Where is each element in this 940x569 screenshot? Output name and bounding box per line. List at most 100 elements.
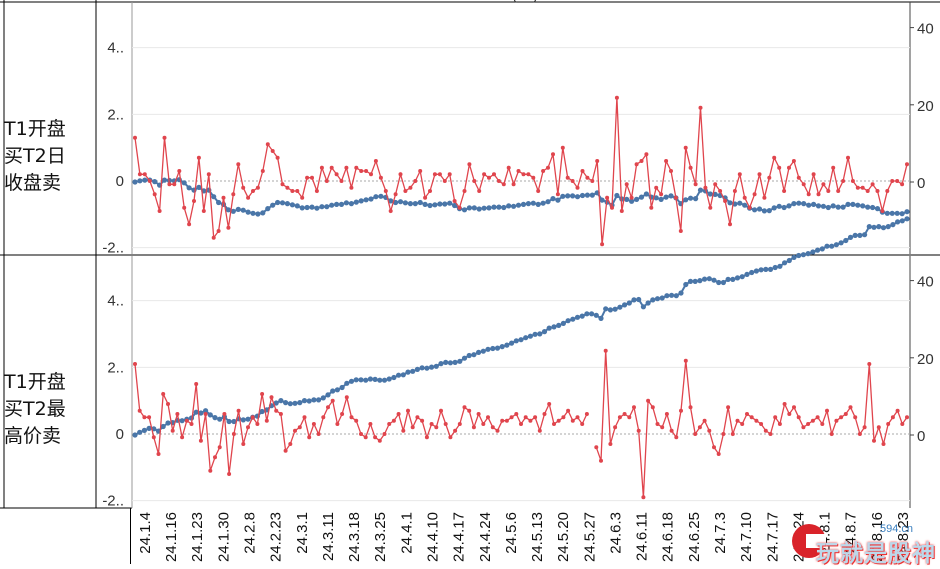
daily-point xyxy=(787,165,791,170)
daily-point xyxy=(206,172,211,177)
daily-point xyxy=(359,432,363,436)
daily-point xyxy=(560,145,565,150)
daily-point xyxy=(747,205,752,210)
daily-point xyxy=(368,422,373,426)
cumulative-point xyxy=(480,348,486,354)
x-tick-label: 24.4.1 xyxy=(398,512,415,554)
daily-point xyxy=(170,428,175,433)
cumulative-point xyxy=(678,290,684,296)
daily-point xyxy=(880,209,885,213)
row-label-high-line-1: T1开盘 xyxy=(4,371,66,393)
cumulative-point xyxy=(650,297,656,303)
daily-point xyxy=(226,225,231,230)
cumulative-point xyxy=(541,329,548,335)
daily-point xyxy=(471,425,476,430)
daily-point xyxy=(841,179,846,183)
row-label-close-line-1: T1开盘 xyxy=(4,118,66,140)
cumulative-point xyxy=(786,257,792,264)
daily-point xyxy=(152,192,157,197)
cumulative-point xyxy=(852,232,858,238)
cumulative-point xyxy=(198,410,204,416)
daily-point xyxy=(189,422,194,426)
x-tick-label: 24.1.30 xyxy=(215,512,232,562)
cumulative-point xyxy=(829,243,835,249)
x-tick-label: 24.6.18 xyxy=(660,512,677,562)
cumulative-point xyxy=(855,202,861,208)
cumulative-point xyxy=(673,293,679,299)
cumulative-point xyxy=(388,198,394,204)
daily-point xyxy=(641,495,646,500)
cumulative-point xyxy=(301,398,308,404)
daily-point xyxy=(728,222,732,227)
daily-point xyxy=(762,195,767,200)
cumulative-point xyxy=(207,412,213,418)
daily-point xyxy=(472,179,477,183)
cumulative-point xyxy=(565,193,571,199)
daily-point xyxy=(265,142,270,147)
cumulative-point xyxy=(603,306,609,312)
cumulative-point xyxy=(833,242,840,248)
cumulative-point xyxy=(669,292,675,298)
cumulative-point xyxy=(306,398,312,404)
daily-point xyxy=(806,192,811,197)
daily-point xyxy=(142,415,147,420)
cumulative-point xyxy=(629,198,635,204)
daily-point xyxy=(839,415,844,420)
cumulative-point xyxy=(515,202,522,208)
daily-point xyxy=(373,435,378,440)
daily-point xyxy=(890,179,895,183)
x-tick-label: 24.5.27 xyxy=(581,512,598,562)
daily-point xyxy=(196,155,201,160)
cumulative-point xyxy=(377,377,383,383)
daily-point xyxy=(575,185,580,190)
cumulative-point xyxy=(339,384,345,391)
cumulative-point xyxy=(344,380,350,386)
daily-point xyxy=(590,179,595,183)
daily-point xyxy=(278,412,283,416)
daily-point xyxy=(302,415,307,420)
daily-point xyxy=(552,422,556,426)
daily-point xyxy=(311,422,316,426)
x-tick-label: 24.7.3 xyxy=(712,512,729,554)
daily-point xyxy=(307,435,312,440)
daily-point xyxy=(319,165,324,170)
daily-point xyxy=(664,159,669,163)
daily-point xyxy=(846,155,850,160)
cumulative-point xyxy=(885,224,891,230)
daily-point xyxy=(297,425,302,430)
daily-point xyxy=(848,405,853,410)
cumulative-point xyxy=(870,204,876,211)
daily-point xyxy=(250,415,255,420)
cumulative-point xyxy=(658,196,664,202)
cumulative-point xyxy=(702,276,708,282)
cumulative-point xyxy=(432,202,438,208)
daily-point xyxy=(595,159,600,163)
cumulative-point xyxy=(494,345,501,351)
daily-point xyxy=(867,362,872,366)
cumulative-point xyxy=(593,312,599,318)
x-tick-label: 24.5.13 xyxy=(529,512,546,562)
daily-point xyxy=(541,169,546,173)
daily-point xyxy=(310,175,314,180)
cumulative-point xyxy=(843,237,849,244)
cumulative-point xyxy=(160,423,166,430)
daily-point xyxy=(768,432,773,436)
daily-point xyxy=(166,402,170,406)
cumulative-point xyxy=(146,425,152,431)
left-tick-label: 4.. xyxy=(107,40,124,57)
daily-point xyxy=(373,159,378,163)
cumulative-point xyxy=(758,267,764,273)
daily-point xyxy=(639,159,644,163)
daily-point xyxy=(872,438,876,443)
daily-point xyxy=(876,425,881,430)
daily-point xyxy=(506,165,511,170)
daily-point xyxy=(241,442,246,446)
daily-point xyxy=(556,418,561,423)
daily-point xyxy=(745,412,749,416)
daily-point xyxy=(634,162,639,167)
cumulative-point xyxy=(850,201,856,207)
daily-point xyxy=(693,182,698,187)
cumulative-point xyxy=(353,377,359,383)
cumulative-point xyxy=(890,222,896,228)
daily-point xyxy=(580,422,585,426)
